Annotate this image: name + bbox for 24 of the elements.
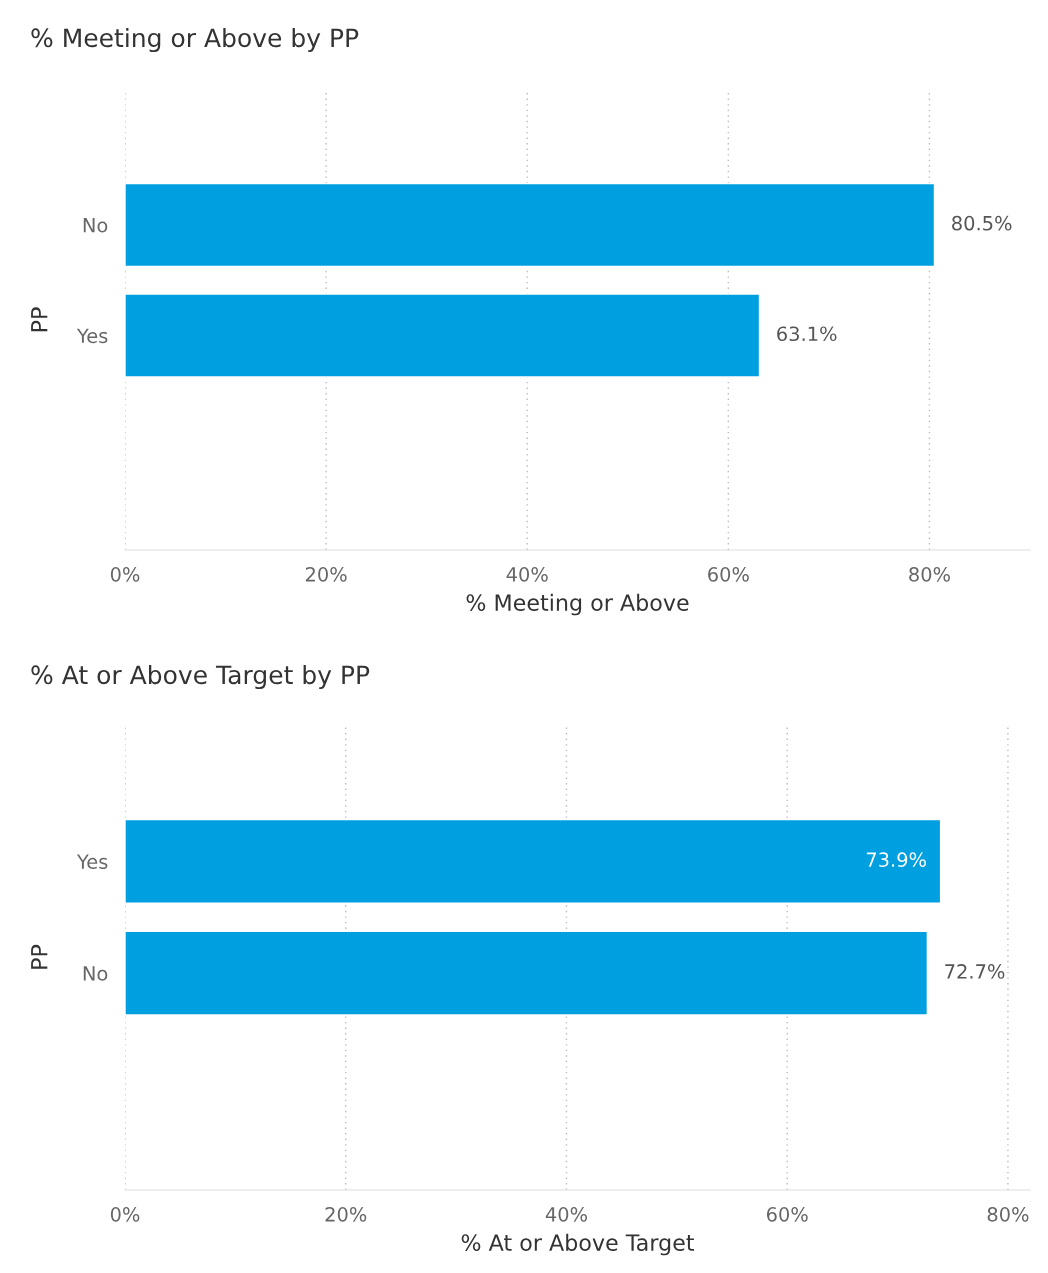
x-tick-label: 80% xyxy=(909,567,950,582)
y-tick-label: Yes xyxy=(76,328,108,344)
x-axis-title: % Meeting or Above xyxy=(466,593,689,616)
x-axis-title: % At or Above Target xyxy=(461,1233,695,1256)
y-axis-title: PP xyxy=(31,307,48,332)
data-label: 80.5% xyxy=(952,215,1012,231)
chart-title: % Meeting or Above by PP xyxy=(31,27,359,53)
x-tick-label: 40% xyxy=(506,567,548,582)
x-tick-label: 20% xyxy=(325,1207,367,1222)
x-tick-label: 60% xyxy=(766,1207,808,1222)
y-tick-label: Yes xyxy=(76,854,108,870)
chart-title: % At or Above Target by PP xyxy=(31,664,370,690)
x-tick-label: 40% xyxy=(545,1207,587,1222)
y-tick-label: No xyxy=(83,218,108,233)
x-tick-label: 0% xyxy=(110,567,140,582)
data-label: 73.9% xyxy=(866,852,926,868)
x-tick-label: 80% xyxy=(987,1207,1029,1222)
data-label: 72.7% xyxy=(945,964,1005,979)
x-tick-label: 20% xyxy=(305,567,347,582)
data-label: 63.1% xyxy=(777,326,837,342)
y-axis-title: PP xyxy=(31,944,48,969)
y-tick-label: No xyxy=(83,966,108,981)
x-tick-label: 0% xyxy=(110,1207,140,1222)
x-tick-label: 60% xyxy=(708,567,749,582)
